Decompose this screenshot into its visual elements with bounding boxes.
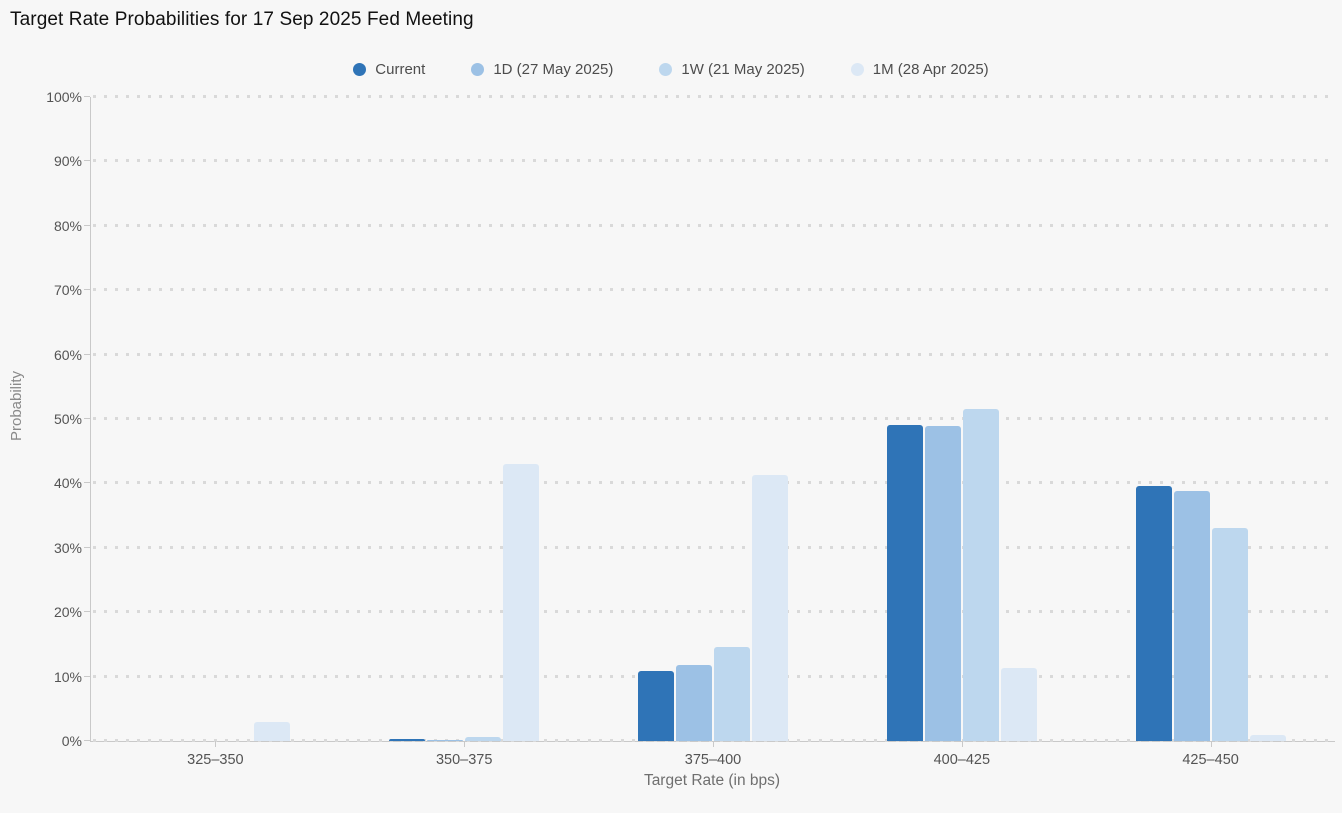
gridline — [93, 223, 1335, 227]
bar[interactable] — [1000, 668, 1037, 741]
bar[interactable] — [713, 646, 750, 741]
y-axis-tick-label: 100% — [46, 89, 82, 105]
y-axis-tick-label: 10% — [53, 668, 82, 685]
bar[interactable] — [637, 670, 674, 741]
bar-group — [1086, 97, 1335, 741]
x-axis-tick — [464, 741, 466, 747]
y-axis-tick-label: 60% — [53, 346, 82, 363]
y-axis-tick — [84, 546, 90, 548]
y-axis-tick — [84, 482, 90, 484]
legend-item[interactable]: 1M (28 Apr 2025) — [850, 61, 989, 78]
y-axis-tick-label: 50% — [53, 411, 82, 427]
x-axis-tick — [215, 741, 217, 747]
x-axis-tick-label: 400–425 — [933, 752, 991, 768]
legend-item[interactable]: 1D (27 May 2025) — [471, 61, 613, 78]
gridline — [93, 610, 1335, 614]
legend-marker-dot — [850, 63, 864, 76]
gridline — [93, 159, 1335, 163]
gridline — [93, 95, 1335, 98]
bar[interactable] — [465, 737, 502, 741]
bar[interactable] — [427, 739, 464, 741]
y-axis-tick-label: 80% — [53, 217, 82, 234]
x-axis-tick — [1210, 741, 1212, 747]
y-axis-tick — [84, 418, 90, 419]
gridline — [93, 352, 1335, 356]
legend-marker-dot — [659, 63, 673, 76]
bar[interactable] — [675, 665, 712, 741]
legend-item[interactable]: Current — [353, 61, 425, 78]
x-axis-tick-label: 425–450 — [1182, 752, 1239, 768]
y-axis-tick-label: 70% — [53, 282, 82, 299]
legend-marker-dot — [353, 63, 367, 76]
y-axis-tick-label: 30% — [53, 539, 82, 556]
bar[interactable] — [1135, 485, 1172, 741]
bar[interactable] — [962, 409, 999, 741]
x-axis-tick-label: 325–350 — [187, 752, 244, 768]
x-axis-title: Target Rate (in bps) — [643, 772, 781, 789]
bar[interactable] — [1211, 527, 1248, 741]
legend-item-label: 1W (21 May 2025) — [681, 61, 805, 78]
bar-group — [837, 97, 1086, 741]
y-axis-tick — [84, 160, 90, 162]
gridline — [93, 417, 1335, 420]
chart-title: Target Rate Probabilities for 17 Sep 202… — [10, 9, 474, 30]
y-axis-tick — [84, 224, 90, 226]
y-axis-title: Probability — [8, 370, 25, 442]
bar-group — [340, 97, 589, 741]
bar-group — [589, 97, 838, 741]
bar[interactable] — [254, 722, 291, 741]
legend-item-label: 1M (28 Apr 2025) — [872, 61, 989, 78]
bar[interactable] — [503, 464, 540, 741]
bar[interactable] — [1173, 491, 1210, 741]
y-axis-tick — [84, 740, 90, 741]
y-axis-tick — [84, 675, 90, 677]
y-axis-tick-label: 90% — [53, 153, 82, 170]
bar[interactable] — [389, 739, 426, 741]
y-axis-tick-label: 40% — [53, 475, 82, 492]
legend-marker-dot — [471, 63, 485, 76]
bar[interactable] — [886, 425, 923, 741]
y-axis-tick — [84, 611, 90, 613]
y-axis-tick-label: 20% — [53, 604, 82, 621]
bar[interactable] — [1249, 735, 1286, 741]
bar[interactable] — [751, 475, 788, 741]
chart-legend: Current 1D (27 May 2025) 1W (21 May 2025) 1… — [0, 61, 1342, 78]
gridline — [93, 545, 1335, 549]
legend-item-label: Current — [375, 61, 426, 78]
legend-item[interactable]: 1W (21 May 2025) — [659, 61, 805, 78]
y-axis-tick — [84, 289, 90, 291]
plot-area: 0% 10% 20% 30% 40% 50% 60% 70% 80% 90% 100% 325–350… — [46, 89, 1335, 768]
gridline — [93, 481, 1335, 485]
y-axis-tick-label: 0% — [61, 733, 82, 749]
legend-item-label: 1D (27 May 2025) — [493, 61, 614, 78]
x-axis-tick — [961, 741, 963, 747]
x-axis-tick-label: 350–375 — [435, 752, 493, 768]
gridline — [93, 288, 1335, 292]
bar-group — [91, 97, 340, 741]
y-axis-tick — [84, 96, 90, 97]
y-axis-tick — [84, 353, 90, 355]
bar[interactable] — [924, 426, 961, 741]
x-axis-tick — [713, 741, 714, 747]
x-axis-tick-label: 375–400 — [684, 752, 742, 768]
